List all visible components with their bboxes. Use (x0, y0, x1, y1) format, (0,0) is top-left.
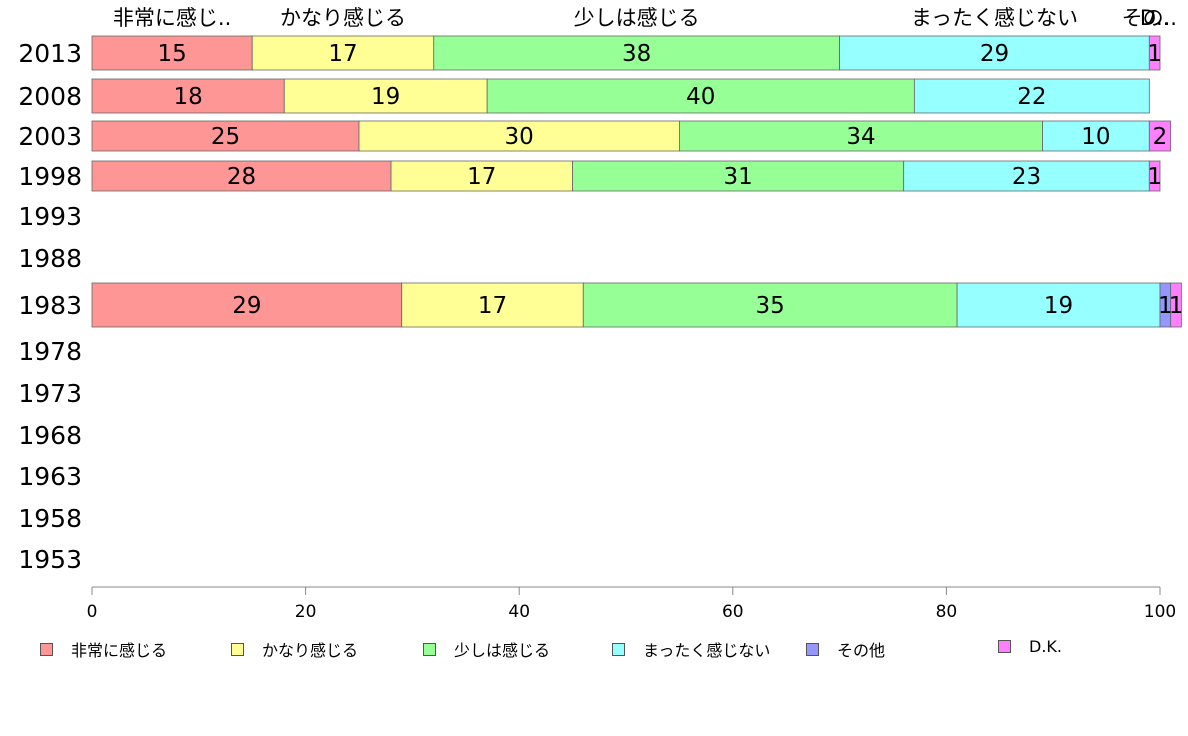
bar-value-label: 10 (1081, 124, 1110, 150)
bar-value-label: 28 (227, 164, 256, 190)
bar-value-label: 40 (686, 84, 715, 110)
column-header: その.. (1122, 6, 1177, 30)
bar-segment (486, 78, 915, 114)
bar-segment (91, 120, 360, 152)
bar-segment (913, 78, 1150, 114)
x-tick-label: 80 (936, 602, 958, 622)
bar-value-label: 18 (173, 84, 202, 110)
bar-segment (956, 282, 1161, 328)
bar-segment (91, 78, 285, 114)
bar-value-label: 30 (505, 124, 534, 150)
y-tick-label: 2003 (18, 122, 82, 151)
bar-segment (572, 160, 905, 192)
bar-value-label: 17 (467, 164, 496, 190)
legend-item: 少しは感じる (423, 637, 550, 661)
bar-value-label: 35 (756, 293, 785, 319)
legend-swatch (231, 642, 244, 656)
bar-value-label: 1 (1158, 293, 1173, 319)
bar-segment (251, 35, 435, 71)
bar-segment (358, 120, 680, 152)
bar-segment (433, 35, 841, 71)
y-tick-label: 1988 (18, 244, 82, 273)
bar-value-label: 38 (622, 41, 651, 67)
bar-segment (1148, 35, 1161, 71)
bar-value-label: 22 (1017, 84, 1046, 110)
bar-value-label: 23 (1012, 164, 1041, 190)
legend-swatch (40, 642, 53, 656)
legend-item: その他 (806, 637, 885, 661)
bar-value-label: 19 (1044, 293, 1073, 319)
column-header: 少しは感じる (574, 6, 700, 30)
column-header: かなり感じる (280, 6, 406, 30)
legend-label: その他 (837, 641, 886, 660)
legend-swatch (998, 640, 1011, 653)
bar-value-label: 2 (1153, 124, 1168, 150)
column-header: まったく感じない (911, 6, 1078, 30)
y-tick-label: 1963 (18, 462, 82, 491)
bar-segment (903, 160, 1150, 192)
bar-segment (390, 160, 574, 192)
bar-value-label: 34 (846, 124, 875, 150)
bar-segment (91, 160, 392, 192)
legend-item: 非常に感じる (40, 637, 167, 661)
legend-label: 少しは感じる (454, 641, 551, 660)
x-tick-label: 0 (87, 602, 98, 622)
bar-value-label: 17 (478, 293, 507, 319)
bar-value-label: 25 (211, 124, 240, 150)
bar-value-label: 29 (232, 293, 261, 319)
bar-value-label: 1 (1169, 293, 1184, 319)
bar-segment (1042, 120, 1150, 152)
y-tick-label: 2008 (18, 82, 82, 111)
column-headers: 非常に感じ.. かなり感じる 少しは感じる まったく感じない その..D.. (113, 6, 1177, 30)
x-tick-label: 100 (1144, 602, 1176, 622)
bar-segment (401, 282, 584, 328)
bar-value-label: 1 (1147, 164, 1162, 190)
y-tick-label: 1968 (18, 421, 82, 450)
y-tick-label: 1953 (18, 545, 82, 574)
x-axis: 0 20 40 60 80 100 (87, 586, 1176, 622)
y-tick-label: 1958 (18, 504, 82, 533)
bar-segment (91, 282, 403, 328)
x-tick-label: 60 (722, 602, 744, 622)
legend-label: D.K. (1029, 637, 1062, 656)
y-tick-label: 1973 (18, 379, 82, 408)
bar-value-label: 19 (371, 84, 400, 110)
bar-segment (582, 282, 958, 328)
y-axis-labels: 2013 2008 2003 1998 1993 1988 1983 1978 1973 1968… (18, 39, 82, 574)
legend-label: かなり感じる (262, 641, 359, 660)
y-tick-label: 1983 (18, 291, 82, 320)
legend-swatch (612, 642, 625, 656)
bar-segment (1148, 160, 1161, 192)
y-tick-label: 1993 (18, 202, 82, 231)
bar-value-label: 1 (1147, 41, 1162, 67)
y-tick-label: 1998 (18, 162, 82, 191)
legend-label: まったく感じない (643, 641, 771, 660)
bar-value-label: 29 (980, 41, 1009, 67)
column-header: D.. (1140, 6, 1170, 30)
bar-value-label: 17 (328, 41, 357, 67)
legend: 非常に感じる かなり感じる 少しは感じる まったく感じない その他 D.K. (40, 637, 1160, 665)
legend-item: まったく感じない (612, 637, 770, 661)
x-tick-label: 20 (295, 602, 317, 622)
legend-label: 非常に感じる (71, 641, 168, 660)
bar-value-label: 31 (723, 164, 752, 190)
bar-segment (91, 35, 253, 71)
column-header: 非常に感じ.. (113, 6, 231, 30)
bar-segment (283, 78, 488, 114)
bar-segment (1148, 120, 1172, 152)
bar-segment (839, 35, 1150, 71)
legend-swatch (423, 642, 436, 656)
y-tick-label: 2013 (18, 39, 82, 68)
legend-swatch (806, 642, 819, 656)
legend-item: かなり感じる (231, 637, 358, 661)
legend-item: D.K. (998, 637, 1062, 656)
y-tick-label: 1978 (18, 337, 82, 366)
bar-segment (1170, 282, 1182, 328)
x-tick-label: 40 (508, 602, 530, 622)
bar-value-label: 15 (157, 41, 186, 67)
bar-segment (679, 120, 1043, 152)
bars: 15 17 38 29 1 18 19 40 22 25 30 34 10 2 28 17 31 23 1 29 17 3… (91, 35, 1184, 328)
